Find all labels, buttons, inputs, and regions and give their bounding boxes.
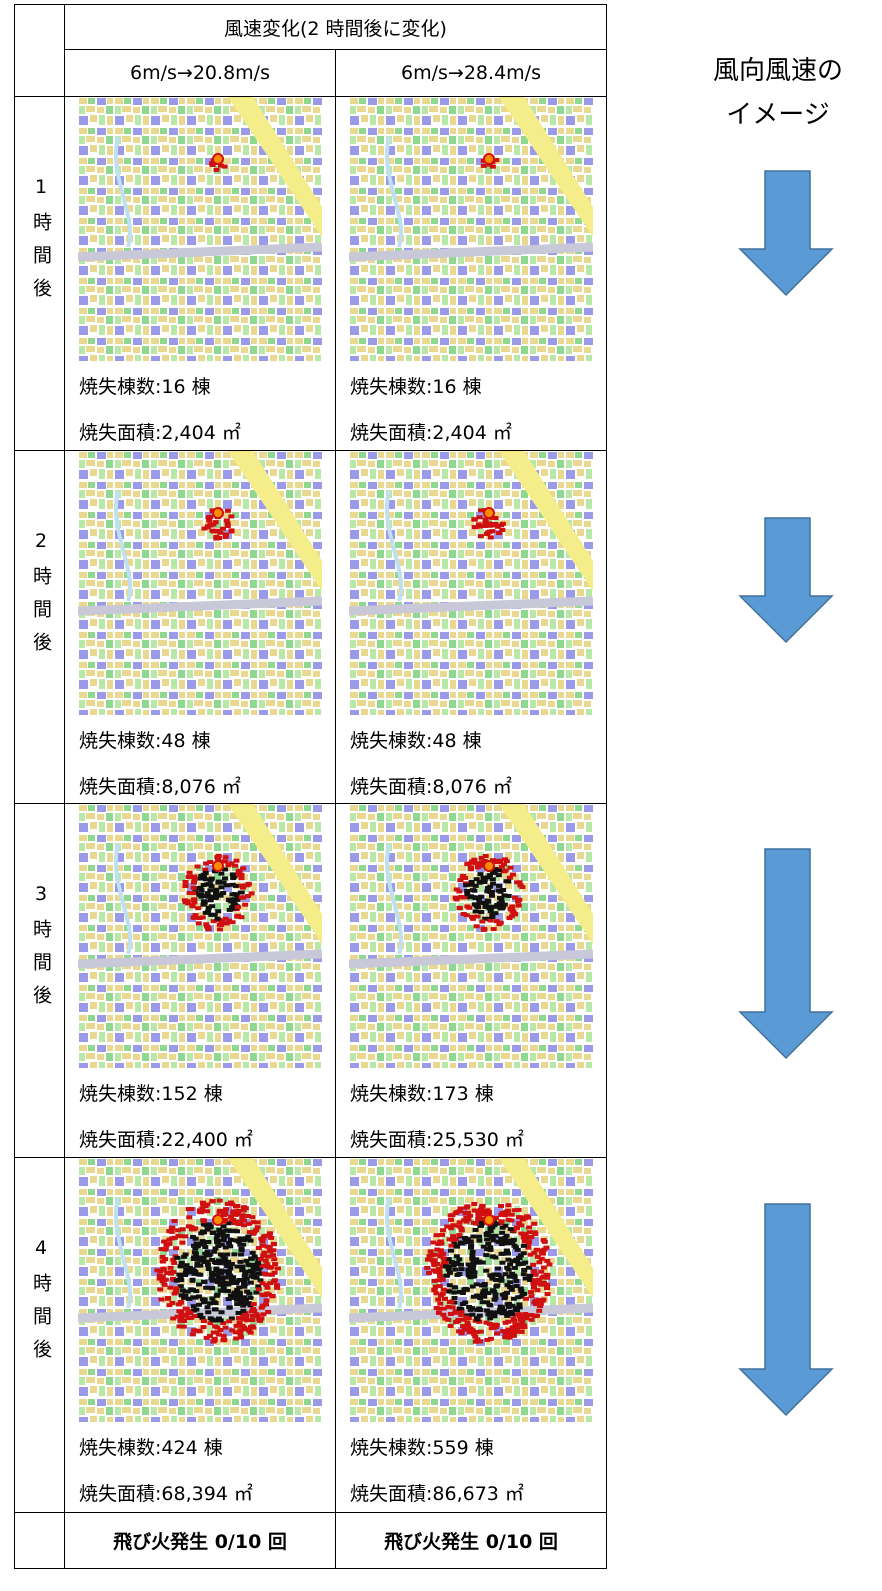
legend-title: 風向風速の [712,56,843,86]
column-header: 6m/s→20.8m/s [130,62,270,84]
map [349,451,593,715]
burned-buildings: 焼失棟数:559 棟 [350,1437,494,1459]
burned-area: 焼失面積:8,076 ㎡ [79,776,241,798]
footer-text: 飛び火発生 0/10 回 [384,1531,558,1553]
map [349,1158,593,1422]
row-label: 2時間後 [30,530,52,665]
burned-buildings: 焼失棟数:16 棟 [350,376,482,398]
burned-area: 焼失面積:68,394 ㎡ [79,1483,253,1505]
legend-title: イメージ [726,100,830,130]
burned-area: 焼失面積:8,076 ㎡ [350,776,512,798]
map [349,97,593,361]
wind-arrow [738,848,834,1060]
burned-buildings: 焼失棟数:424 棟 [79,1437,223,1459]
burned-buildings: 焼失棟数:152 棟 [79,1083,223,1105]
group-title: 風速変化(2 時間後に変化) [224,18,447,40]
burned-area: 焼失面積:2,404 ㎡ [350,422,512,444]
burned-buildings: 焼失棟数:173 棟 [350,1083,494,1105]
wind-arrow [738,170,834,297]
row-label: 1時間後 [30,176,52,311]
map [78,97,322,361]
wind-arrow [738,1203,834,1417]
burned-area: 焼失面積:2,404 ㎡ [79,422,241,444]
row-label: 3時間後 [30,883,52,1018]
footer-text: 飛び火発生 0/10 回 [113,1531,287,1553]
burned-buildings: 焼失棟数:48 棟 [79,730,211,752]
column-header: 6m/s→28.4m/s [401,62,541,84]
wind-arrow [738,517,834,644]
map [78,1158,322,1422]
map [349,804,593,1068]
data-cell [335,1157,607,1513]
burned-buildings: 焼失棟数:16 棟 [79,376,211,398]
map [78,451,322,715]
burned-area: 焼失面積:25,530 ㎡ [350,1129,524,1151]
burned-area: 焼失面積:86,673 ㎡ [350,1483,524,1505]
row-label: 4時間後 [30,1237,52,1372]
burned-buildings: 焼失棟数:48 棟 [350,730,482,752]
map [78,804,322,1068]
burned-area: 焼失面積:22,400 ㎡ [79,1129,253,1151]
